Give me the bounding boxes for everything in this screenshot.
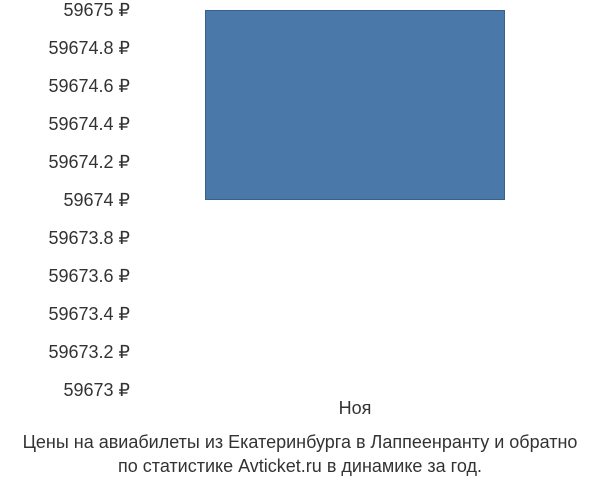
y-tick-label: 59674.2 ₽ — [0, 152, 130, 172]
y-tick-label: 59674.8 ₽ — [0, 38, 130, 58]
y-tick-label: 59674 ₽ — [0, 190, 130, 210]
x-tick-label: Ноя — [339, 398, 372, 419]
y-tick-label: 59673.4 ₽ — [0, 304, 130, 324]
plot-area — [140, 10, 570, 390]
y-tick-label: 59674.4 ₽ — [0, 114, 130, 134]
y-tick-label: 59673.8 ₽ — [0, 228, 130, 248]
caption-line-2: по статистике Avticket.ru в динамике за … — [118, 456, 482, 476]
y-tick-label: 59674.6 ₽ — [0, 76, 130, 96]
y-tick-label: 59673.6 ₽ — [0, 266, 130, 286]
y-tick-label: 59675 ₽ — [0, 0, 130, 20]
chart-caption: Цены на авиабилеты из Екатеринбурга в Ла… — [0, 430, 600, 478]
y-tick-label: 59673 ₽ — [0, 380, 130, 400]
price-bar-chart: 59675 ₽ 59674.8 ₽ 59674.6 ₽ 59674.4 ₽ 59… — [0, 0, 600, 500]
bar-nov — [205, 10, 505, 200]
y-tick-label: 59673.2 ₽ — [0, 342, 130, 362]
caption-line-1: Цены на авиабилеты из Екатеринбурга в Ла… — [23, 432, 578, 452]
